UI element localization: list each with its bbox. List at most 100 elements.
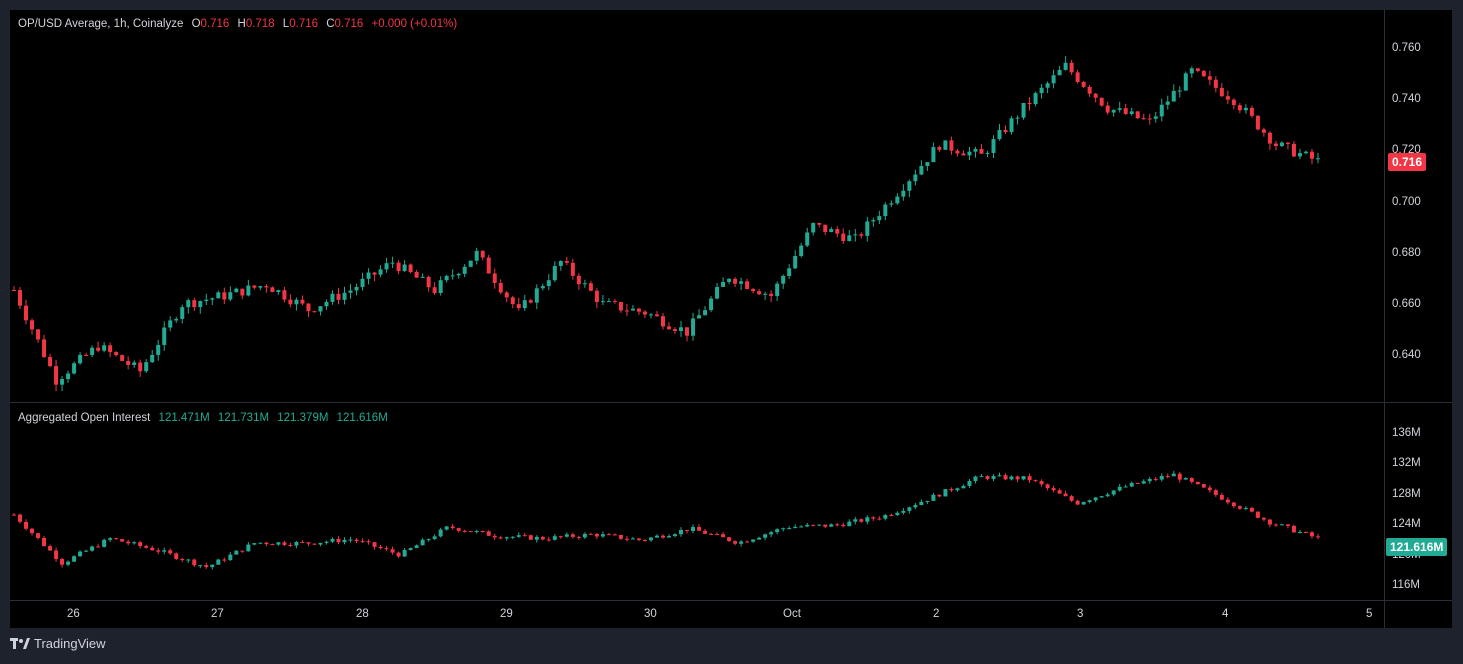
price-candle [486,254,491,274]
price-candle [1075,69,1080,84]
oi-candle [468,531,473,533]
oi-candle [997,472,1002,477]
tradingview-brand[interactable]: TradingView [10,636,106,651]
oi-candle [432,534,437,540]
price-candle [1045,81,1050,94]
oi-candle [510,536,515,540]
oi-candle [1105,492,1110,498]
price-candle [781,274,786,289]
price-candle [847,230,852,242]
oi-candle [282,540,287,547]
oi-candles[interactable] [10,403,1384,600]
price-candles[interactable] [10,10,1384,402]
oi-candle [648,536,653,543]
price-candle [1051,69,1056,89]
oi-tick: 132M [1392,457,1421,469]
price-candle [264,284,269,293]
price-candle [630,305,635,311]
time-axis[interactable]: 26 27 28 29 30 Oct 2 3 4 5 [10,601,1384,628]
time-label: Oct [783,608,801,620]
price-candle [642,309,647,319]
price-candle [1099,97,1104,107]
price-candle [967,146,972,161]
oi-candle [1291,524,1296,533]
price-candle [1261,127,1266,137]
oi-candle [793,524,798,529]
oi-candle [937,494,942,498]
price-candle [1009,115,1014,135]
oi-candle [1297,530,1302,534]
oi-candle [330,537,335,543]
price-candle [1213,76,1218,93]
price-candle [979,144,984,154]
oi-candle [570,532,575,539]
price-candle [793,250,798,270]
oi-candle [889,513,894,517]
oi-candle [1243,506,1248,511]
time-label: 2 [933,608,940,620]
oi-candle [390,546,395,555]
price-candle [36,328,41,343]
oi-candle [1219,492,1224,501]
oi-candle [534,535,539,543]
price-candle [312,310,317,313]
time-label: 5 [1366,608,1373,620]
price-candle [648,312,653,319]
oi-candle [444,525,449,531]
oi-candle [709,532,714,535]
oi-axis[interactable]: 136M 132M 128M 124M 120M 116M 121.616M [1385,403,1452,600]
chart-frame[interactable]: OP/USD Average, 1h, Coinalyze O0.716 H0.… [10,10,1452,628]
oi-candle [757,536,762,540]
price-candle [492,268,497,289]
price-candle [1093,93,1098,103]
oi-tick: 124M [1392,518,1421,530]
price-candle [1273,140,1278,151]
price-candle [624,303,629,316]
oi-candle [1315,533,1320,540]
price-candle [498,279,503,295]
price-candle [330,290,335,305]
oi-candle [48,544,53,552]
oi-candle [1033,479,1038,482]
price-candle [132,360,137,368]
price-candle [348,283,353,299]
price-candle [342,286,347,305]
oi-candle [1027,473,1032,484]
price-axis-separator [1384,10,1385,628]
oi-candle [1159,473,1164,482]
price-candle [276,289,281,295]
price-candle [474,247,479,265]
price-candle [865,216,870,242]
oi-candle [1015,475,1020,483]
oi-candle [42,535,47,547]
price-candle [1027,97,1032,111]
price-candle [1309,148,1314,165]
oi-candle [24,519,29,531]
price-candle [1201,70,1206,78]
price-candle [859,232,864,239]
oi-candle [210,564,215,570]
price-candle [721,277,726,288]
price-candle [378,265,383,278]
price-axis[interactable]: 0.760 0.740 0.720 0.700 0.680 0.660 0.64… [1385,10,1452,402]
oi-candle [138,540,143,549]
price-candle [168,316,173,332]
price-candle [1111,109,1116,117]
price-candle [588,280,593,292]
price-candle [186,298,191,314]
price-candle [991,135,996,159]
price-candle [174,316,179,323]
oi-candle [132,541,137,545]
oi-candle [72,555,77,563]
price-candle [703,305,708,316]
price-candle [324,299,329,310]
price-candle [66,370,71,383]
price-candle [913,169,918,186]
pane-separator[interactable] [10,402,1452,403]
oi-candle [769,530,774,537]
oi-candle [366,539,371,545]
oi-candle [1057,488,1062,494]
price-candle [805,227,810,247]
price-candle [1315,152,1320,164]
oi-candle [30,527,35,536]
